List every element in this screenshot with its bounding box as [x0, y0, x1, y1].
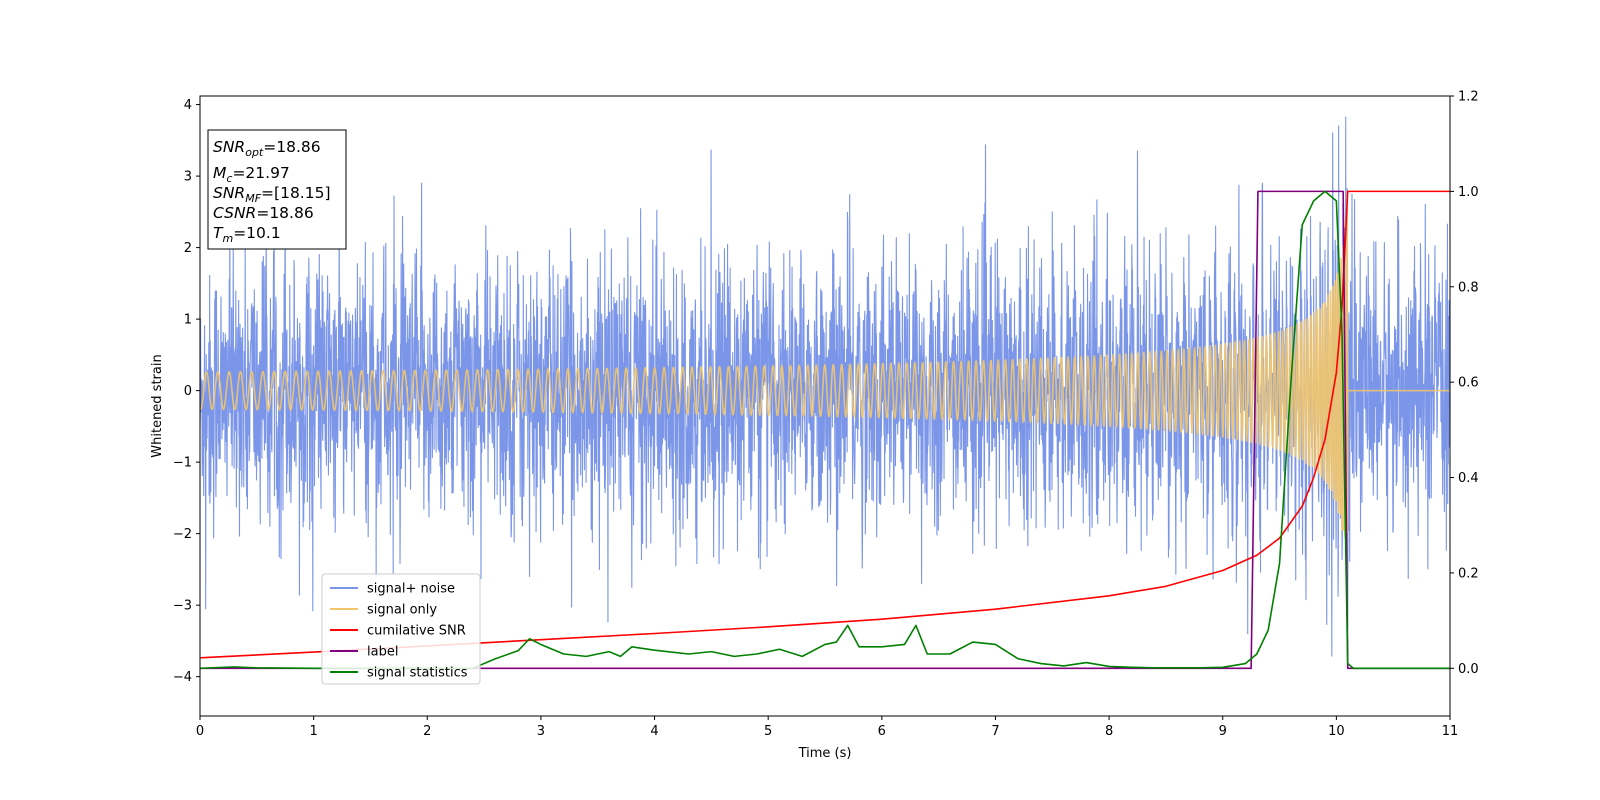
series-layer — [200, 116, 1450, 670]
y2-tick-label: 0.2 — [1458, 566, 1479, 581]
x-tick-label: 0 — [196, 724, 204, 739]
annotation-line: SNRMF=[18.15] — [213, 184, 331, 205]
annotation-line: Mc=21.97 — [213, 164, 290, 185]
x-tick-label: 5 — [764, 724, 772, 739]
x-tick-label: 2 — [423, 724, 431, 739]
y2-tick-label: 0.4 — [1458, 471, 1479, 486]
x-tick-label: 6 — [878, 724, 886, 739]
legend-label: signal statistics — [367, 666, 468, 681]
y-tick-label: 0 — [184, 384, 192, 399]
y-tick-label: 3 — [184, 170, 192, 185]
y-tick-label: −3 — [173, 599, 192, 614]
x-tick-label: 11 — [1442, 724, 1459, 739]
y-tick-label: 4 — [184, 98, 192, 113]
plot-frame — [199, 95, 1451, 717]
series-line-cumilative-snr — [200, 190, 1450, 659]
x-tick-label: 3 — [537, 724, 545, 739]
x-tick-label: 10 — [1328, 724, 1345, 739]
y2-tick-label: 1.0 — [1458, 185, 1479, 200]
series-line-signal-only — [200, 209, 1450, 578]
y2-tick-label: 1.2 — [1458, 90, 1479, 105]
annotation-line: Tm=10.1 — [213, 224, 281, 245]
series-line-signal-statistics — [200, 190, 1450, 670]
legend-label: signal only — [367, 603, 437, 618]
y-tick-label: −4 — [173, 670, 192, 685]
annotation-line: SNRopt=18.86 — [213, 138, 321, 159]
x-tick-label: 4 — [650, 724, 658, 739]
y-tick-label: 1 — [184, 313, 192, 328]
x-tick-label: 7 — [991, 724, 999, 739]
legend-label: signal+ noise — [367, 582, 455, 597]
y-tick-label: 2 — [184, 241, 192, 256]
x-tick-label: 9 — [1219, 724, 1227, 739]
legend-frame — [321, 573, 481, 685]
legend-label: label — [367, 645, 398, 660]
legend-label: cumilative SNR — [367, 624, 466, 639]
legend: signal+ noise signal only cumilative SNR la… — [321, 573, 481, 685]
annotation-box: SNRopt=18.86 Mc=21.97SNRMF=[18.15]CSNR=18… — [207, 129, 347, 250]
y-tick-label: −1 — [173, 456, 192, 471]
ticks-layer: 0 1 2 3 4 5 6 7 8 9 10 11 −4 −3 −2 −1 0 1 2 3 4 0.0 0.2 0.4 0.6 0… — [173, 90, 1479, 740]
annotation-frame — [207, 129, 347, 250]
y-tick-label: −2 — [173, 527, 192, 542]
x-tick-label: 8 — [1105, 724, 1113, 739]
x-tick-label: 1 — [309, 724, 317, 739]
y2-tick-label: 0.8 — [1458, 280, 1479, 295]
annotation-line: CSNR=18.86 — [213, 204, 314, 222]
y-axis-label: Whitened strain — [150, 354, 165, 457]
y2-tick-label: 0.6 — [1458, 376, 1479, 391]
series-line-signal-noise — [200, 116, 1450, 657]
x-axis-label: Time (s) — [798, 746, 852, 761]
y2-tick-label: 0.0 — [1458, 662, 1479, 677]
